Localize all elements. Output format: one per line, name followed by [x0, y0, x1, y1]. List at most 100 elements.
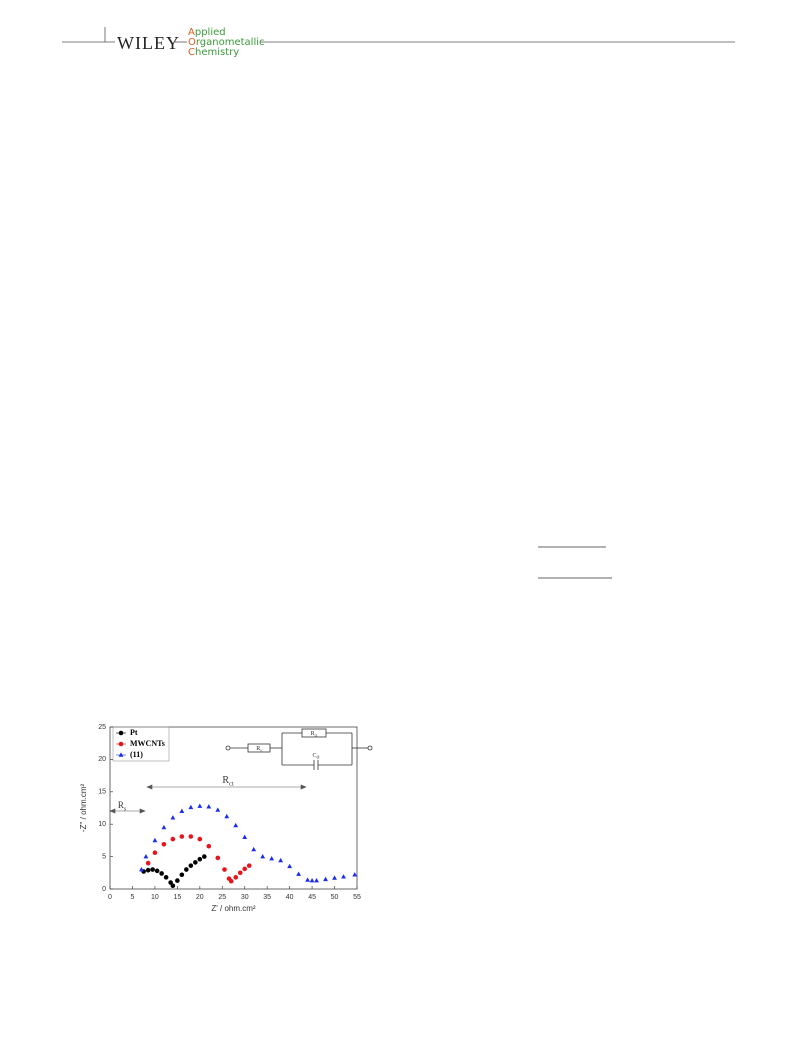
- journal-line: Organometallic: [188, 37, 265, 48]
- point: [170, 836, 176, 842]
- x-tick-label: 10: [151, 894, 159, 901]
- point: [309, 877, 315, 883]
- x-tick-label: 35: [263, 894, 271, 901]
- x-tick-label: 40: [286, 894, 294, 901]
- y-tick-label: 0: [102, 886, 106, 893]
- annotation-arrows: [109, 784, 307, 814]
- brand: WILEY: [117, 33, 180, 53]
- point: [143, 854, 149, 859]
- y-tick-label: 10: [98, 821, 106, 828]
- point: [222, 867, 227, 872]
- point: [314, 877, 319, 883]
- y-axis-label: -Z'' / ohm.cm²: [79, 783, 88, 832]
- point: [184, 867, 189, 872]
- annotation-sub: ct: [229, 781, 234, 788]
- x-tick-label: 45: [308, 894, 316, 901]
- point: [179, 808, 185, 814]
- point: [197, 803, 203, 808]
- circuit-label-main: R: [311, 731, 315, 737]
- point: [278, 857, 284, 863]
- point: [237, 870, 243, 876]
- point: [341, 874, 346, 879]
- point: [170, 815, 176, 820]
- point: [145, 867, 151, 873]
- point: [193, 860, 198, 865]
- point: [152, 850, 158, 856]
- point: [296, 871, 302, 876]
- point: [305, 877, 310, 882]
- x-tick-label: 5: [131, 894, 135, 901]
- point: [179, 834, 185, 839]
- point: [206, 843, 212, 849]
- circuit-label-main: R: [256, 746, 260, 752]
- point: [161, 841, 167, 847]
- circuit-label-sub: dl: [316, 756, 319, 760]
- circuit-label: Rs: [256, 746, 262, 753]
- point: [188, 804, 194, 810]
- x-tick-label: 0: [108, 894, 112, 901]
- point: [215, 807, 221, 812]
- annotation-main: R: [222, 775, 229, 786]
- point: [251, 846, 257, 852]
- point: [323, 876, 328, 882]
- point: [228, 878, 234, 884]
- point: [269, 855, 275, 861]
- point: [154, 868, 160, 874]
- journal-line: Applied: [188, 27, 226, 38]
- y-tick-label: 15: [98, 789, 106, 796]
- annotation: Rct: [222, 775, 234, 788]
- x-tick-label: 25: [218, 894, 226, 901]
- point: [206, 804, 212, 809]
- circuit-label: Cdl: [312, 753, 319, 760]
- circuit-label-sub: s: [260, 749, 262, 753]
- point: [224, 813, 230, 819]
- point: [233, 822, 239, 828]
- point: [352, 872, 358, 877]
- point: [332, 875, 337, 880]
- x-tick-label: 50: [331, 894, 339, 901]
- point: [145, 860, 151, 866]
- annotation: Rs: [118, 800, 127, 812]
- legend-label: Pt: [130, 728, 138, 737]
- x-axis-label: Z' / ohm.cm²: [211, 904, 256, 913]
- y-tick-label: 25: [98, 724, 106, 731]
- point: [287, 863, 293, 869]
- legend-label: MWCNTs: [130, 739, 165, 748]
- legend-label: (11): [130, 750, 143, 759]
- legend-marker: [118, 752, 124, 757]
- point: [170, 883, 176, 889]
- point: [163, 875, 169, 880]
- series: [139, 803, 358, 883]
- y-tick-label: 20: [98, 756, 106, 763]
- point: [175, 878, 180, 883]
- point: [139, 866, 144, 872]
- point: [197, 836, 203, 842]
- point: [152, 837, 158, 843]
- point: [242, 834, 248, 839]
- series: [141, 854, 207, 889]
- point: [168, 880, 173, 885]
- point: [188, 834, 194, 839]
- journal-line: Chemistry: [188, 47, 239, 58]
- circuit: [225, 728, 373, 770]
- circuit-label: Rct: [311, 731, 319, 738]
- circuit-label-sub: ct: [315, 734, 319, 738]
- series: [145, 834, 252, 884]
- point: [159, 871, 164, 876]
- point: [215, 855, 221, 861]
- point: [161, 824, 167, 830]
- x-tick-label: 55: [353, 894, 361, 901]
- point: [150, 867, 155, 872]
- point: [179, 872, 185, 878]
- point: [246, 863, 252, 868]
- point: [202, 854, 207, 859]
- point: [188, 863, 194, 868]
- point: [197, 856, 203, 862]
- plot-frame: [109, 726, 358, 890]
- x-tick-label: 30: [241, 894, 249, 901]
- annotation-sub: s: [124, 806, 127, 812]
- x-tick-label: 15: [173, 894, 181, 901]
- point: [242, 866, 248, 872]
